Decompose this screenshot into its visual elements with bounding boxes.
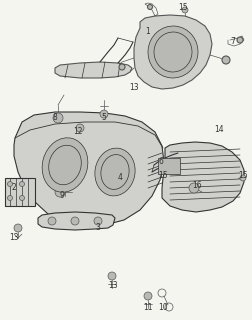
Circle shape	[222, 56, 230, 64]
Circle shape	[100, 110, 108, 118]
Circle shape	[182, 7, 188, 13]
Text: 7: 7	[231, 37, 235, 46]
Text: 15: 15	[238, 171, 248, 180]
Circle shape	[53, 113, 63, 123]
Circle shape	[19, 196, 24, 201]
Circle shape	[19, 181, 24, 187]
Polygon shape	[134, 15, 212, 89]
Bar	[158, 158, 180, 174]
Circle shape	[8, 181, 13, 187]
Circle shape	[76, 124, 84, 132]
Text: 4: 4	[118, 173, 122, 182]
Circle shape	[55, 187, 65, 197]
Polygon shape	[38, 212, 115, 230]
Polygon shape	[14, 112, 164, 226]
Text: 16: 16	[192, 180, 202, 189]
Text: 13: 13	[129, 84, 139, 92]
Text: 15: 15	[178, 4, 188, 12]
Text: 6: 6	[159, 157, 164, 166]
Text: 13: 13	[108, 281, 118, 290]
Circle shape	[71, 217, 79, 225]
Ellipse shape	[148, 26, 198, 78]
Circle shape	[8, 196, 13, 201]
Ellipse shape	[42, 138, 88, 192]
Polygon shape	[162, 142, 244, 212]
Text: 3: 3	[96, 223, 101, 233]
Text: 2: 2	[12, 183, 16, 193]
Circle shape	[48, 217, 56, 225]
Circle shape	[108, 272, 116, 280]
Text: 13: 13	[9, 234, 19, 243]
Text: 1: 1	[146, 28, 150, 36]
Circle shape	[240, 175, 246, 181]
Circle shape	[189, 183, 199, 193]
Text: 14: 14	[214, 125, 224, 134]
Text: 11: 11	[143, 303, 153, 313]
Circle shape	[147, 4, 152, 10]
Polygon shape	[55, 62, 132, 78]
Text: 8: 8	[53, 114, 57, 123]
Circle shape	[144, 292, 152, 300]
Text: 15: 15	[158, 171, 168, 180]
Text: 12: 12	[73, 127, 83, 137]
Text: 10: 10	[158, 303, 168, 313]
Circle shape	[237, 37, 243, 43]
Ellipse shape	[95, 148, 135, 196]
Circle shape	[119, 64, 125, 70]
Circle shape	[14, 224, 22, 232]
Bar	[5, 178, 35, 206]
Text: 5: 5	[102, 114, 106, 123]
Text: 9: 9	[59, 190, 65, 199]
Circle shape	[94, 217, 102, 225]
